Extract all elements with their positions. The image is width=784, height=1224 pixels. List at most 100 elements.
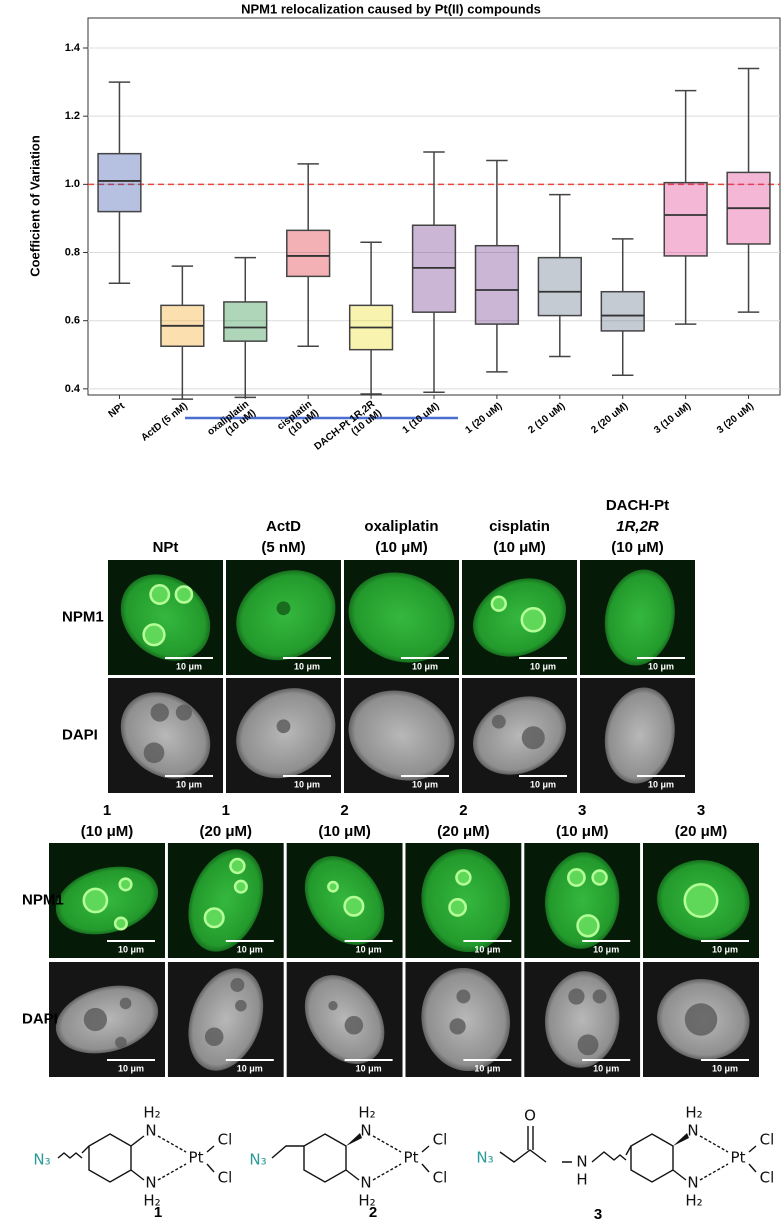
atom: H₂ [143, 1192, 160, 1210]
box [97, 152, 142, 213]
box [223, 301, 268, 342]
npm1-image [643, 843, 759, 958]
column-header: 1 [222, 802, 230, 819]
column-header: (20 μM) [200, 823, 253, 840]
nucleolus [143, 742, 165, 764]
nucleolus [448, 898, 467, 917]
scale-bar-label: 10 μm [176, 779, 202, 789]
scale-bar-label: 10 μm [530, 779, 556, 789]
x-tick-label: 1 (20 uM) [463, 401, 504, 436]
npm1-image [49, 843, 165, 958]
structure-2: N₃ H₂ N Pt Cl Cl N H₂ 2 [249, 1104, 447, 1221]
column-header: (20 μM) [675, 823, 728, 840]
atom: H₂ [685, 1192, 702, 1210]
scale-bar-label: 10 μm [593, 1063, 619, 1073]
nucleolus [82, 887, 109, 914]
structure-label: 3 [594, 1206, 602, 1223]
nucleus [304, 975, 385, 1064]
nucleolus [119, 997, 132, 1010]
dapi-image [286, 962, 403, 1077]
nucleolus [592, 989, 607, 1004]
x-tick-label: 3 (20 uM) [715, 401, 756, 436]
image-panels: NPt 10 μm NPM1 10 μm DAPI ActD (5 nM) 10 μm 10 μ… [22, 497, 759, 1077]
box [663, 181, 708, 257]
nucleolus [328, 1001, 338, 1011]
scale-bar-label: 10 μm [712, 944, 738, 954]
column-header: 3 [697, 802, 705, 819]
scale-bar-label: 10 μm [412, 779, 438, 789]
atom: Cl [218, 1169, 233, 1187]
atom: N [145, 1174, 156, 1192]
nucleolus [455, 869, 472, 886]
npm1-image [580, 560, 695, 675]
column-header: cisplatin [489, 518, 550, 535]
column-header: (10 μM) [375, 539, 428, 556]
dapi-image [524, 962, 641, 1077]
row-label: NPM1 [62, 608, 104, 625]
box [474, 244, 520, 325]
box [537, 256, 582, 317]
scale-bar-label: 10 μm [474, 944, 500, 954]
y-tick-label: 1.4 [65, 42, 81, 54]
column-header: ActD [266, 518, 301, 535]
nucleolus [344, 1015, 364, 1035]
dapi-image [167, 962, 284, 1077]
column-header: (10 μM) [493, 539, 546, 556]
nucleolus [175, 704, 192, 721]
bond [630, 1133, 674, 1183]
nucleolus [174, 585, 194, 604]
atom: N [687, 1174, 698, 1192]
nucleolus [204, 1027, 224, 1047]
nucleolus [327, 880, 339, 893]
nucleolus [684, 1003, 718, 1036]
column-header: (10 μM) [318, 823, 371, 840]
y-tick-label: 0.8 [65, 246, 80, 258]
nucleus [236, 570, 336, 661]
wedge-bond [346, 1133, 362, 1146]
dapi-image [405, 962, 522, 1077]
bond [748, 1145, 757, 1173]
atom: N₃ [249, 1151, 266, 1169]
x-tick-label: 3 (10 uM) [652, 401, 693, 436]
scale-bar-label: 10 μm [118, 1063, 144, 1073]
scale-bar-label: 10 μm [648, 779, 674, 789]
nucleolus [150, 703, 169, 722]
scale-bar-label: 10 μm [474, 1063, 500, 1073]
structure-label: 1 [154, 1204, 162, 1221]
bond [499, 1126, 687, 1181]
column-header: (10 μM) [611, 539, 664, 556]
nucleus [188, 968, 264, 1071]
nucleolus [83, 1007, 107, 1032]
row-label: DAPI [62, 726, 98, 743]
dapi-image [344, 678, 459, 793]
nucleolus [235, 999, 247, 1012]
scale-bar-label: 10 μm [356, 1063, 382, 1073]
nucleolus [233, 879, 248, 894]
dapi-image [108, 678, 223, 793]
dapi-image [226, 678, 341, 793]
atom: Pt [731, 1149, 746, 1167]
nucleolus [490, 595, 507, 612]
bond [699, 1135, 729, 1181]
y-tick-label: 0.4 [65, 383, 81, 395]
nucleolus [276, 719, 291, 734]
scale-bar-label: 10 μm [237, 1063, 263, 1073]
nucleus [604, 569, 675, 666]
column-header: 3 [578, 802, 586, 819]
nucleus [604, 687, 675, 784]
nucleolus [230, 978, 245, 992]
nucleolus [567, 868, 586, 887]
npm1-image [286, 843, 403, 958]
bond [421, 1145, 430, 1173]
atom: Cl [760, 1131, 775, 1149]
nucleolus [149, 584, 171, 605]
nucleus [304, 856, 385, 945]
x-tick-label: 2 (20 uM) [589, 401, 630, 436]
column-header: (5 nM) [261, 539, 305, 556]
nucleolus [115, 1036, 127, 1049]
structure-3: N₃ O N H H₂ N Pt Cl Cl N H₂ 3 [476, 1104, 774, 1223]
nucleolus [142, 623, 166, 647]
nucleolus [520, 607, 547, 633]
column-header: (20 μM) [437, 823, 490, 840]
